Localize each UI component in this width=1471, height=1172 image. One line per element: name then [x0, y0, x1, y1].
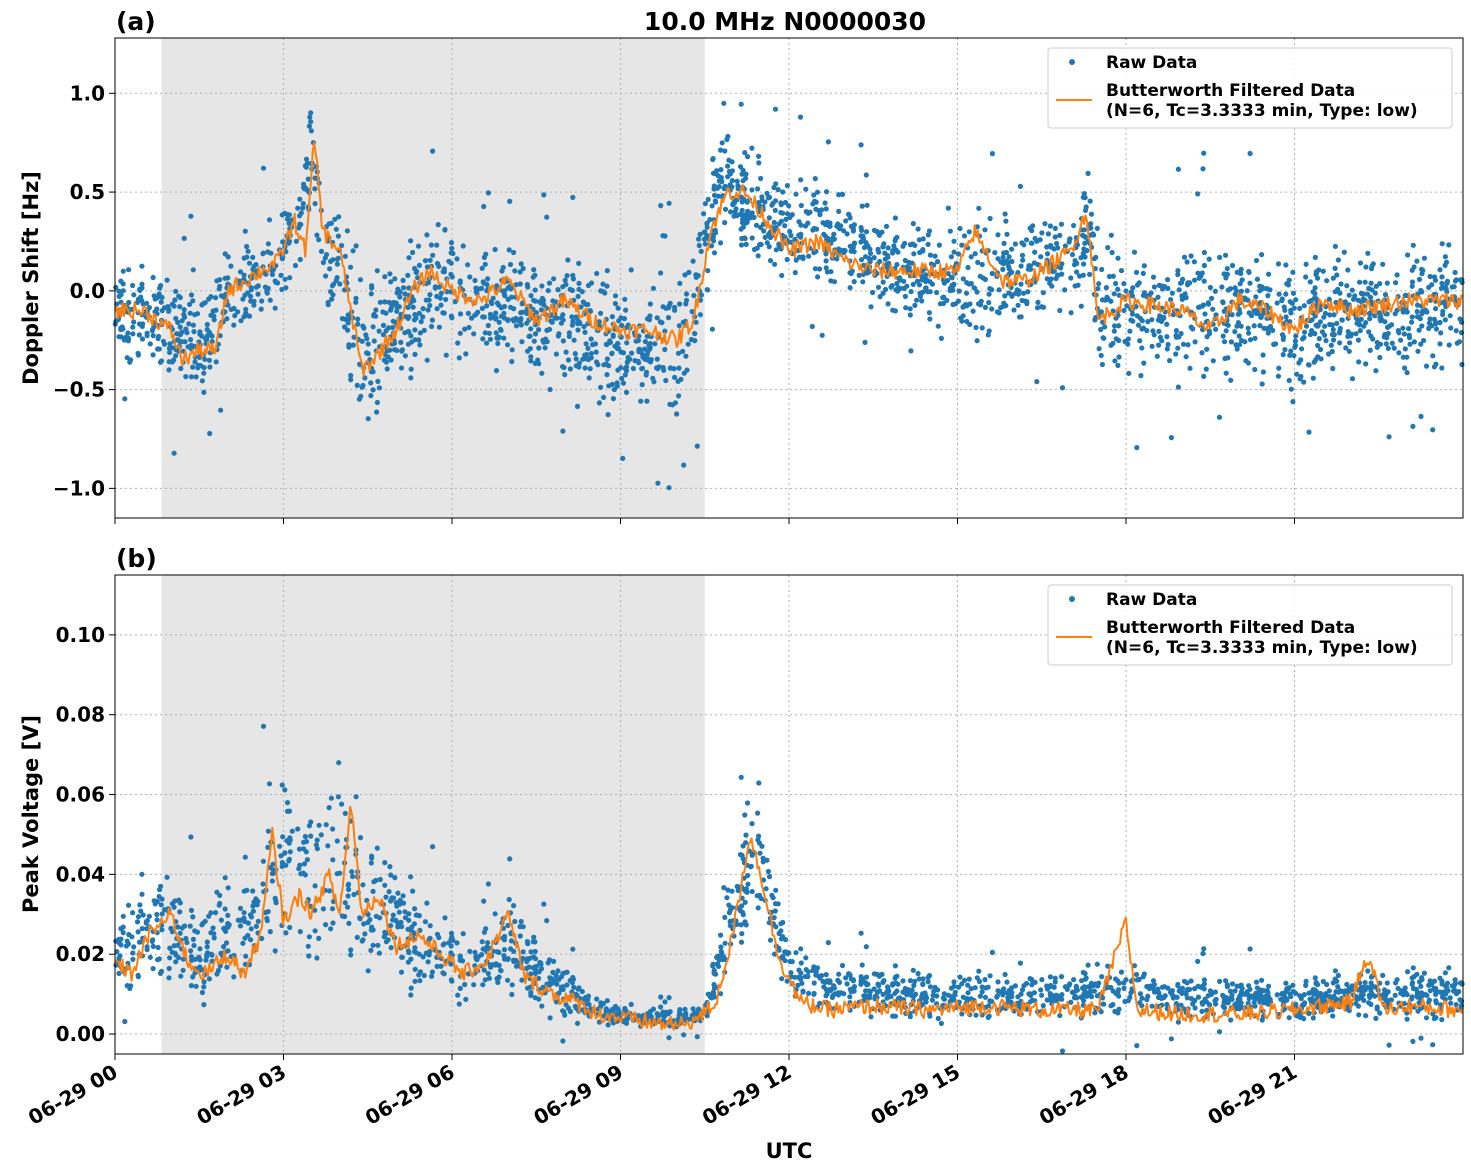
- y-tick-label: 0.06: [56, 783, 105, 807]
- filtered-data-line: [114, 141, 1464, 377]
- filtered-series-b: [114, 805, 1464, 1031]
- x-ticks-b: 06-29 00 06-29 03 06-29 06 06-29 09 06-29 12…: [24, 1054, 1301, 1130]
- panel-a: 1.00.50.0−0.5−1.0 (a) 10.0 MHz N0000030 …: [19, 7, 1465, 524]
- x-axis-label: UTC: [766, 1139, 813, 1163]
- panel-b: 0.100.080.060.040.020.00 06-29 00 06-29 0…: [19, 544, 1465, 1130]
- y-tick-label: 0.0: [70, 279, 105, 303]
- panel-label-b: (b): [116, 544, 157, 573]
- y-tick-label: −0.5: [53, 378, 105, 402]
- legend-label-filtered: Butterworth Filtered Data: [1106, 618, 1355, 638]
- chart-title: 10.0 MHz N0000030: [644, 7, 926, 36]
- panel-label-a: (a): [116, 7, 156, 36]
- y-ticks-a: 1.0 0.5 0.0 −0.5 −1.0: [53, 81, 115, 500]
- legend-label-filtered: (N=6, Tc=3.3333 min, Type: low): [1106, 638, 1418, 658]
- filtered-series-a: [114, 141, 1464, 377]
- legend-label-raw: Raw Data: [1106, 590, 1197, 610]
- x-tick-label: 06-29 06: [361, 1060, 459, 1130]
- legend-b: Raw Data Butterworth Filtered Data(N=6, T…: [1047, 584, 1453, 666]
- legend-label-filtered: Butterworth Filtered Data: [1106, 81, 1355, 101]
- x-tick-label: 06-29 03: [192, 1060, 290, 1130]
- legend-box: [1047, 584, 1453, 666]
- legend-a: Raw Data Butterworth Filtered Data(N=6, T…: [1047, 47, 1453, 129]
- y-tick-label: 0.5: [70, 180, 105, 204]
- x-tick-label: 06-29 18: [1035, 1060, 1133, 1130]
- x-tick-label: 06-29 12: [698, 1060, 796, 1130]
- legend-box: [1047, 47, 1453, 129]
- x-tick-label: 06-29 21: [1203, 1060, 1301, 1130]
- x-tick-label: 06-29 15: [866, 1060, 964, 1130]
- y-tick-label: −1.0: [53, 476, 105, 500]
- night-shading-rect: [161, 575, 705, 1054]
- filtered-data-line: [114, 805, 1464, 1031]
- legend-label-filtered: (N=6, Tc=3.3333 min, Type: low): [1106, 101, 1418, 121]
- y-tick-label: 0.02: [56, 942, 105, 966]
- y-tick-label: 0.00: [56, 1022, 105, 1046]
- night-shading-b: [161, 575, 705, 1054]
- y-axis-label-b: Peak Voltage [V]: [19, 715, 43, 913]
- y-ticks-b: 0.10 0.08 0.06 0.04 0.02 0.00: [56, 623, 115, 1046]
- y-tick-label: 0.04: [56, 862, 105, 886]
- y-tick-label: 0.08: [56, 703, 105, 727]
- x-ticks-a: [114, 518, 1295, 524]
- y-tick-label: 0.10: [56, 623, 105, 647]
- y-tick-label: 1.0: [70, 81, 105, 105]
- legend-label-raw: Raw Data: [1106, 53, 1197, 73]
- legend-marker-raw: [1069, 596, 1075, 602]
- x-tick-label: 06-29 09: [529, 1060, 627, 1130]
- y-axis-label-a: Doppler Shift [Hz]: [19, 171, 43, 385]
- x-tick-label: 06-29 00: [24, 1060, 122, 1130]
- legend-marker-raw: [1069, 59, 1075, 65]
